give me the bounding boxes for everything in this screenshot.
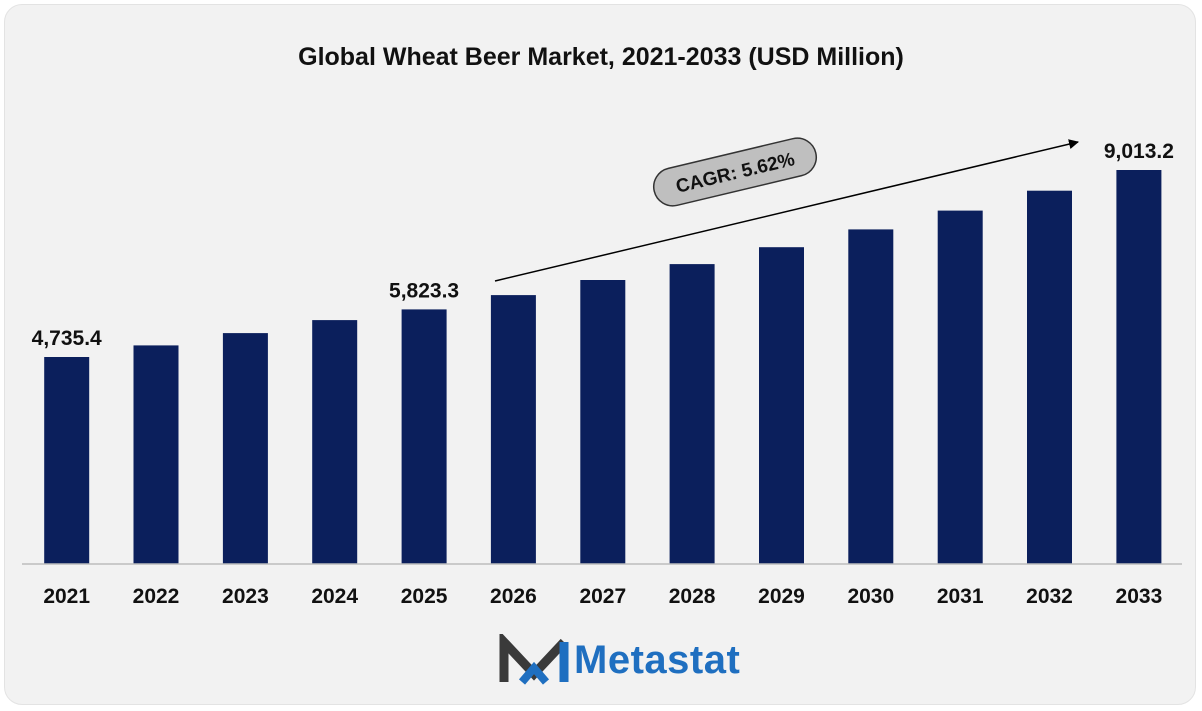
x-tick-label: 2026 <box>490 585 537 608</box>
bar-2024 <box>312 320 358 564</box>
bar-2027 <box>580 280 626 564</box>
chart-title: Global Wheat Beer Market, 2021-2033 (USD… <box>298 43 904 71</box>
data-label: 5,823.3 <box>389 279 459 302</box>
x-tick-label: 2024 <box>311 585 358 608</box>
x-tick-label: 2032 <box>1026 585 1073 608</box>
x-tick-label: 2030 <box>847 585 894 608</box>
bar-2033 <box>1116 170 1162 564</box>
x-tick-label: 2029 <box>758 585 805 608</box>
x-tick-label: 2028 <box>669 585 716 608</box>
bar-2023 <box>222 333 268 564</box>
bar-2031 <box>937 210 983 564</box>
x-tick-label: 2023 <box>222 585 269 608</box>
x-tick-label: 2025 <box>401 585 448 608</box>
metastat-logo-text: Metastat <box>574 637 741 682</box>
bar-2028 <box>669 264 715 564</box>
x-tick-label: 2031 <box>937 585 984 608</box>
x-tick-label: 2022 <box>133 585 180 608</box>
bar-2022 <box>133 345 179 564</box>
x-tick-label: 2033 <box>1116 585 1163 608</box>
data-label: 4,735.4 <box>32 327 102 350</box>
bar-2025 <box>401 309 447 564</box>
cagr-badge: CAGR: 5.62% <box>652 137 818 207</box>
bar-2032 <box>1027 190 1072 564</box>
cagr-arrow <box>494 139 1079 282</box>
bar-2026 <box>490 295 536 564</box>
bar-2030 <box>848 229 894 564</box>
metastat-logo-icon <box>499 634 569 685</box>
bar-2021 <box>44 357 90 564</box>
x-tick-label: 2027 <box>579 585 626 608</box>
bar-2029 <box>759 247 804 564</box>
metastat-logo: Metastat <box>498 634 740 686</box>
x-tick-label: 2021 <box>43 585 90 608</box>
data-label: 9,013.2 <box>1104 140 1174 163</box>
